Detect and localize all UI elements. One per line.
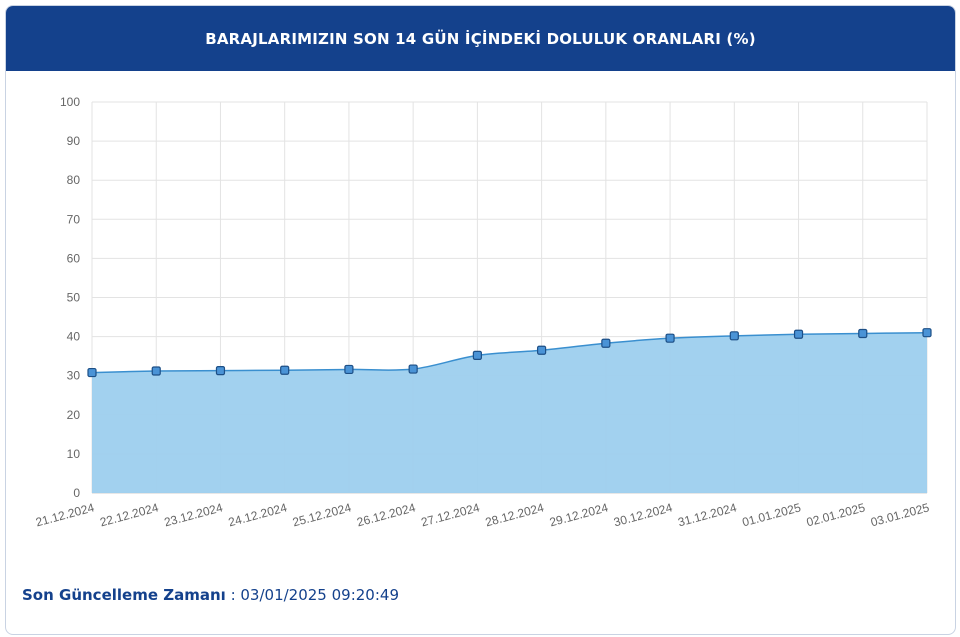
data-point bbox=[151, 366, 161, 376]
last-update-value: 03/01/2025 09:20:49 bbox=[240, 586, 399, 604]
x-tick-label: 26.12.2024 bbox=[355, 500, 417, 529]
x-tick-label: 02.01.2025 bbox=[805, 500, 867, 529]
y-tick-label: 10 bbox=[67, 447, 81, 461]
data-point bbox=[472, 350, 482, 360]
data-point bbox=[87, 367, 97, 378]
x-tick-label: 29.12.2024 bbox=[548, 500, 610, 529]
data-point bbox=[344, 364, 354, 375]
data-point bbox=[922, 328, 932, 338]
data-point bbox=[537, 345, 547, 355]
area-fill bbox=[92, 332, 927, 493]
y-tick-label: 60 bbox=[67, 251, 81, 265]
x-tick-label: 22.12.2024 bbox=[98, 500, 160, 529]
data-point bbox=[793, 329, 804, 339]
y-tick-label: 30 bbox=[67, 369, 81, 383]
x-tick-label: 27.12.2024 bbox=[420, 500, 482, 529]
x-tick-label: 03.01.2025 bbox=[869, 500, 931, 529]
x-tick-label: 23.12.2024 bbox=[163, 500, 225, 529]
x-tick-label: 24.12.2024 bbox=[227, 500, 289, 529]
series-line bbox=[91, 331, 928, 374]
x-tick-label: 30.12.2024 bbox=[612, 500, 674, 529]
last-update-label: Son Güncelleme Zamanı bbox=[22, 586, 226, 604]
y-tick-label: 80 bbox=[67, 173, 81, 187]
y-tick-label: 20 bbox=[67, 408, 81, 422]
last-update: Son Güncelleme Zamanı : 03/01/2025 09:20… bbox=[22, 586, 399, 604]
y-tick-label: 70 bbox=[67, 212, 81, 226]
data-point bbox=[215, 366, 226, 376]
data-point bbox=[601, 338, 611, 348]
x-tick-label: 21.12.2024 bbox=[34, 500, 96, 529]
x-axis-ticks: 21.12.2024 22.12.2024 23.12.2024 24.12.2024… bbox=[34, 500, 931, 529]
markers bbox=[87, 328, 932, 378]
data-point bbox=[665, 333, 675, 343]
x-tick-label: 25.12.2024 bbox=[291, 500, 353, 529]
chart-title: BARAJLARIMIZIN SON 14 GÜN İÇİNDEKİ DOLUL… bbox=[6, 6, 955, 71]
y-tick-label: 90 bbox=[67, 134, 81, 148]
data-point bbox=[280, 365, 290, 375]
data-point bbox=[408, 364, 418, 374]
area-series bbox=[91, 331, 928, 493]
x-tick-label: 31.12.2024 bbox=[676, 500, 738, 529]
y-tick-label: 50 bbox=[67, 291, 81, 305]
chart-card: BARAJLARIMIZIN SON 14 GÜN İÇİNDEKİ DOLUL… bbox=[5, 5, 956, 635]
x-tick-label: 28.12.2024 bbox=[484, 500, 546, 529]
last-update-separator: : bbox=[225, 586, 241, 604]
data-point bbox=[858, 328, 868, 339]
x-tick-label: 01.01.2025 bbox=[741, 500, 803, 529]
y-tick-label: 100 bbox=[60, 95, 80, 109]
y-tick-label: 0 bbox=[73, 486, 80, 500]
data-point bbox=[729, 331, 739, 341]
y-axis-ticks: 0 10 20 30 40 50 60 70 80 90 100 bbox=[60, 95, 80, 500]
y-tick-label: 40 bbox=[67, 330, 81, 344]
